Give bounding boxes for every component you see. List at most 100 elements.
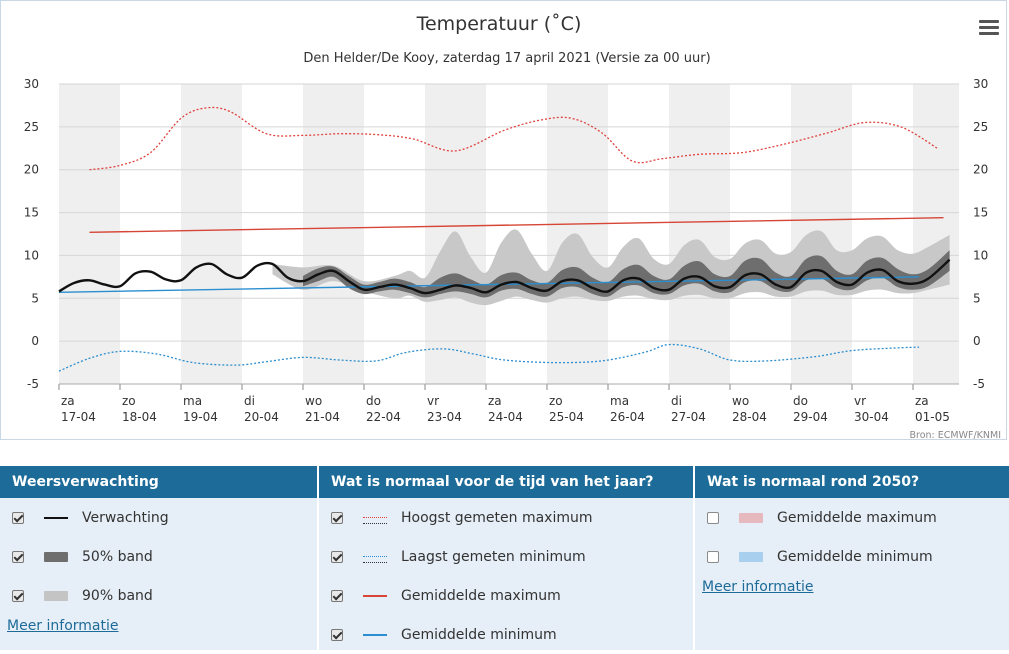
x-tick-date: 01-05 [915, 410, 950, 424]
legend-swatch [363, 517, 387, 524]
x-tick-day: do [366, 394, 381, 408]
x-tick-day: wo [732, 394, 749, 408]
y-tick-label-left: 0 [31, 334, 39, 348]
chart-container: -5 -5 0 0 5 5 10 10 15 15 20 20 25 25 30 30 za 17-04 zo 18-… [0, 0, 1007, 441]
y-tick-label-left: 10 [24, 248, 39, 262]
x-tick-day: di [671, 394, 682, 408]
legend-item-label: Gemiddelde maximum [401, 587, 561, 604]
x-tick-day: za [488, 394, 502, 408]
legend-item-2050-gemiddelde-minimum[interactable]: Gemiddelde minimum [695, 537, 1009, 576]
checkbox[interactable] [331, 511, 343, 524]
x-tick-day: do [793, 394, 808, 408]
x-tick-date: 24-04 [488, 410, 523, 424]
checkbox[interactable] [12, 550, 24, 563]
y-tick-label-left: 30 [24, 77, 39, 91]
x-tick-date: 26-04 [610, 410, 645, 424]
menu-bar [979, 26, 999, 29]
legend-swatch [44, 590, 68, 601]
series-line-verwachting [58, 258, 951, 295]
y-tick-label-left: 20 [24, 163, 39, 177]
legend-column-title: Wat is normaal voor de tijd van het jaar… [319, 466, 693, 498]
chart-credit: Bron: ECMWF/KNMI [910, 430, 1002, 441]
legend-panel: Weersverwachting Verwachting 50% band 90… [0, 466, 1009, 650]
legend-item-laagst-gemeten-minimum[interactable]: Laagst gemeten minimum [319, 537, 693, 576]
legend-item-90-band[interactable]: 90% band [0, 576, 317, 615]
legend-item-verwachting[interactable]: Verwachting [0, 498, 317, 537]
x-tick-date: 18-04 [122, 410, 157, 424]
x-tick-day: za [915, 394, 929, 408]
y-tick-label-right: 30 [973, 77, 988, 91]
legend-item-gemiddelde-maximum[interactable]: Gemiddelde maximum [319, 576, 693, 615]
chart-menu-icon[interactable] [979, 20, 999, 36]
legend-column-normal: Wat is normaal voor de tijd van het jaar… [317, 466, 693, 650]
legend-swatch [739, 512, 763, 523]
legend-swatch [363, 633, 387, 636]
x-tick-day: vr [854, 394, 866, 408]
x-tick-day: zo [549, 394, 563, 408]
series-line-laagst-gemeten-minimum [58, 343, 920, 372]
x-tick-day: vr [427, 394, 439, 408]
legend-item-label: 50% band [82, 548, 153, 565]
legend-column-title: Weersverwachting [0, 466, 317, 498]
y-tick-label-left: 15 [24, 206, 39, 220]
x-tick-date: 29-04 [793, 410, 828, 424]
x-tick-date: 27-04 [671, 410, 706, 424]
legend-item-hoogst-gemeten-maximum[interactable]: Hoogst gemeten maximum [319, 498, 693, 537]
legend-item-label: 90% band [82, 587, 153, 604]
x-tick-day: wo [305, 394, 322, 408]
legend-column-2050: Wat is normaal rond 2050? Gemiddelde max… [693, 466, 1009, 650]
checkbox[interactable] [707, 550, 719, 563]
x-tick-day: ma [183, 394, 202, 408]
y-tick-label-right: 20 [973, 163, 988, 177]
y-tick-label-right: 10 [973, 248, 988, 262]
day-stripe [669, 84, 730, 384]
checkbox[interactable] [331, 589, 343, 602]
meer-informatie-link[interactable]: Meer informatie [702, 579, 814, 595]
legend-item-label: Verwachting [82, 509, 169, 526]
x-tick-day: ma [610, 394, 629, 408]
legend-item-label: Gemiddelde maximum [777, 509, 937, 526]
legend-swatch [44, 551, 68, 562]
checkbox[interactable] [12, 589, 24, 602]
y-tick-label-right: 0 [973, 334, 981, 348]
legend-item-label: Gemiddelde minimum [401, 626, 557, 643]
legend-item-gemiddelde-minimum[interactable]: Gemiddelde minimum [319, 615, 693, 654]
chart-subtitle: Den Helder/De Kooy, zaterdag 17 april 20… [303, 51, 710, 66]
legend-item-label: Hoogst gemeten maximum [401, 509, 593, 526]
y-tick-label-right: -5 [973, 377, 985, 391]
x-tick-day: di [244, 394, 255, 408]
legend-swatch [44, 516, 68, 519]
x-tick-day: za [61, 394, 75, 408]
legend-item-2050-gemiddelde-maximum[interactable]: Gemiddelde maximum [695, 498, 1009, 537]
legend-column-title: Wat is normaal rond 2050? [695, 466, 1009, 498]
chart-title: Temperatuur (˚C) [416, 13, 582, 35]
x-tick-date: 23-04 [427, 410, 462, 424]
x-tick-date: 25-04 [549, 410, 584, 424]
legend-item-label: Laagst gemeten minimum [401, 548, 586, 565]
x-tick-day: zo [122, 394, 136, 408]
series-line-gemiddelde-maximum [89, 217, 944, 233]
y-tick-label-left: -5 [27, 377, 39, 391]
x-tick-date: 21-04 [305, 410, 340, 424]
day-stripe [181, 84, 242, 384]
legend-swatch [363, 594, 387, 597]
checkbox[interactable] [707, 511, 719, 524]
y-tick-label-right: 5 [973, 291, 981, 305]
temperature-chart: -5 -5 0 0 5 5 10 10 15 15 20 20 25 25 30 30 za 17-04 zo 18-… [24, 13, 1002, 441]
checkbox[interactable] [331, 550, 343, 563]
x-tick-date: 22-04 [366, 410, 401, 424]
meer-informatie-link[interactable]: Meer informatie [7, 618, 119, 634]
day-stripe [303, 84, 364, 384]
checkbox[interactable] [331, 628, 343, 641]
menu-bar [979, 32, 999, 35]
legend-item-50-band[interactable]: 50% band [0, 537, 317, 576]
y-tick-label-right: 25 [973, 120, 988, 134]
legend-swatch [363, 556, 387, 563]
x-tick-date: 17-04 [61, 410, 96, 424]
x-tick-date: 19-04 [183, 410, 218, 424]
legend-item-label: Gemiddelde minimum [777, 548, 933, 565]
checkbox[interactable] [12, 511, 24, 524]
day-stripe [59, 84, 120, 384]
x-tick-date: 30-04 [854, 410, 889, 424]
y-tick-label-left: 5 [31, 291, 39, 305]
